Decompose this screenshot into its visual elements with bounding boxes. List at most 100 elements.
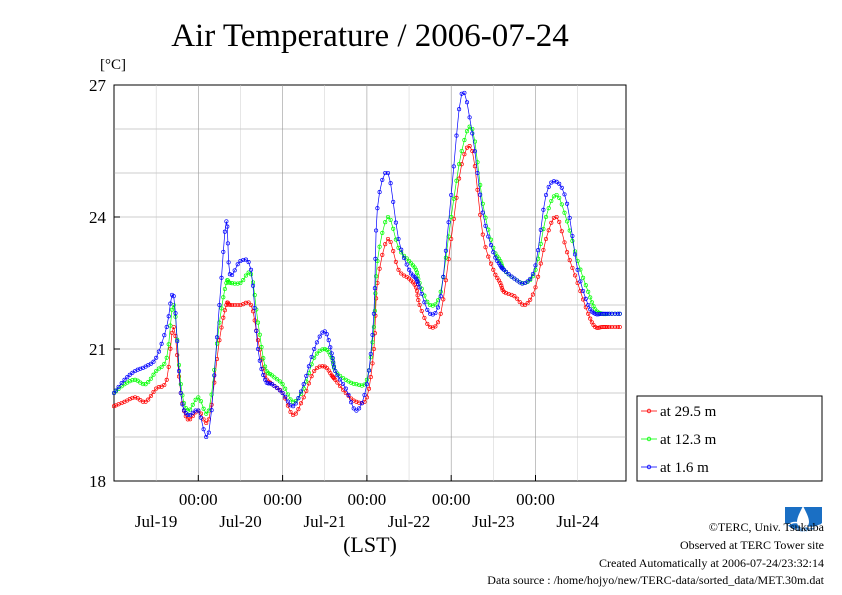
data-point [425, 299, 430, 304]
x-date-label: Jul-24 [556, 512, 599, 531]
data-point [525, 279, 530, 284]
data-point [446, 234, 451, 239]
data-point [480, 201, 485, 206]
data-point [331, 364, 337, 369]
data-point [291, 404, 296, 409]
data-point [168, 301, 173, 306]
data-point [480, 232, 485, 237]
data-point [417, 302, 422, 308]
data-point [127, 372, 132, 377]
data-point [366, 368, 372, 373]
data-point [443, 278, 448, 283]
data-point [255, 338, 261, 343]
data-point [111, 404, 117, 409]
data-point [399, 247, 404, 252]
data-point [491, 250, 496, 255]
data-point [383, 242, 388, 247]
data-point [230, 302, 235, 308]
legend-swatch-marker [646, 408, 652, 414]
data-point [464, 100, 470, 105]
data-point [326, 338, 331, 343]
data-point [370, 332, 375, 337]
data-point [221, 315, 226, 320]
data-point [190, 410, 195, 415]
data-point [385, 214, 391, 220]
data-point [517, 299, 522, 305]
data-point [581, 275, 586, 280]
data-point [317, 334, 322, 339]
data-point [586, 289, 591, 294]
data-point [380, 252, 385, 257]
data-point [238, 302, 243, 308]
data-point [362, 392, 367, 398]
data-point [268, 381, 273, 386]
data-point [572, 273, 578, 278]
data-point [438, 294, 443, 299]
data-point [322, 329, 327, 334]
data-point [322, 346, 327, 352]
data-point [443, 248, 448, 253]
data-point [226, 260, 231, 265]
data-point [570, 265, 575, 270]
data-point [354, 382, 359, 387]
data-point [549, 198, 554, 204]
data-point [227, 280, 232, 286]
data-point [122, 377, 127, 382]
series-group [111, 90, 622, 440]
data-point [388, 181, 393, 186]
data-point [480, 210, 485, 215]
data-point [538, 227, 543, 232]
data-point [565, 201, 570, 206]
data-point [296, 396, 301, 401]
data-point [219, 325, 224, 330]
data-point [193, 408, 198, 413]
data-point [612, 311, 618, 316]
data-point [509, 274, 514, 279]
data-point [180, 402, 185, 407]
data-point [415, 279, 420, 284]
data-point [257, 358, 262, 363]
data-point [148, 393, 153, 399]
data-point [433, 310, 438, 316]
data-point [159, 341, 164, 346]
data-point [546, 206, 551, 211]
data-point [138, 366, 143, 371]
data-point [438, 289, 443, 294]
data-point [188, 417, 193, 422]
data-point [196, 395, 201, 400]
data-point [528, 297, 533, 302]
data-point [525, 301, 530, 306]
data-point [362, 382, 367, 387]
data-point [143, 382, 148, 387]
data-point [190, 402, 195, 407]
data-point [475, 187, 480, 192]
data-point [168, 323, 173, 328]
data-point [335, 380, 340, 385]
x-time-label: 00:00 [179, 490, 218, 509]
data-point [491, 267, 496, 272]
data-point [435, 305, 441, 310]
data-point [252, 318, 257, 323]
legend-items: at 29.5 m at 12.3 m at 1.6 m [641, 404, 717, 476]
data-point [512, 294, 517, 299]
data-point [581, 288, 586, 294]
data-point [151, 359, 156, 364]
data-point [467, 144, 472, 149]
data-point [483, 223, 488, 228]
data-point [446, 220, 451, 225]
credit-created: Created Automatically at 2006-07-24/23:3… [599, 556, 824, 570]
data-point [451, 196, 456, 201]
data-point [374, 228, 379, 233]
data-point [221, 295, 226, 300]
data-point [148, 376, 153, 381]
data-point [483, 245, 488, 250]
data-point [171, 294, 176, 299]
data-point [351, 381, 356, 386]
data-point [371, 346, 376, 352]
data-point [257, 332, 262, 337]
data-point [148, 361, 153, 366]
data-point [422, 293, 427, 298]
data-point [171, 302, 176, 308]
data-point [196, 408, 201, 413]
